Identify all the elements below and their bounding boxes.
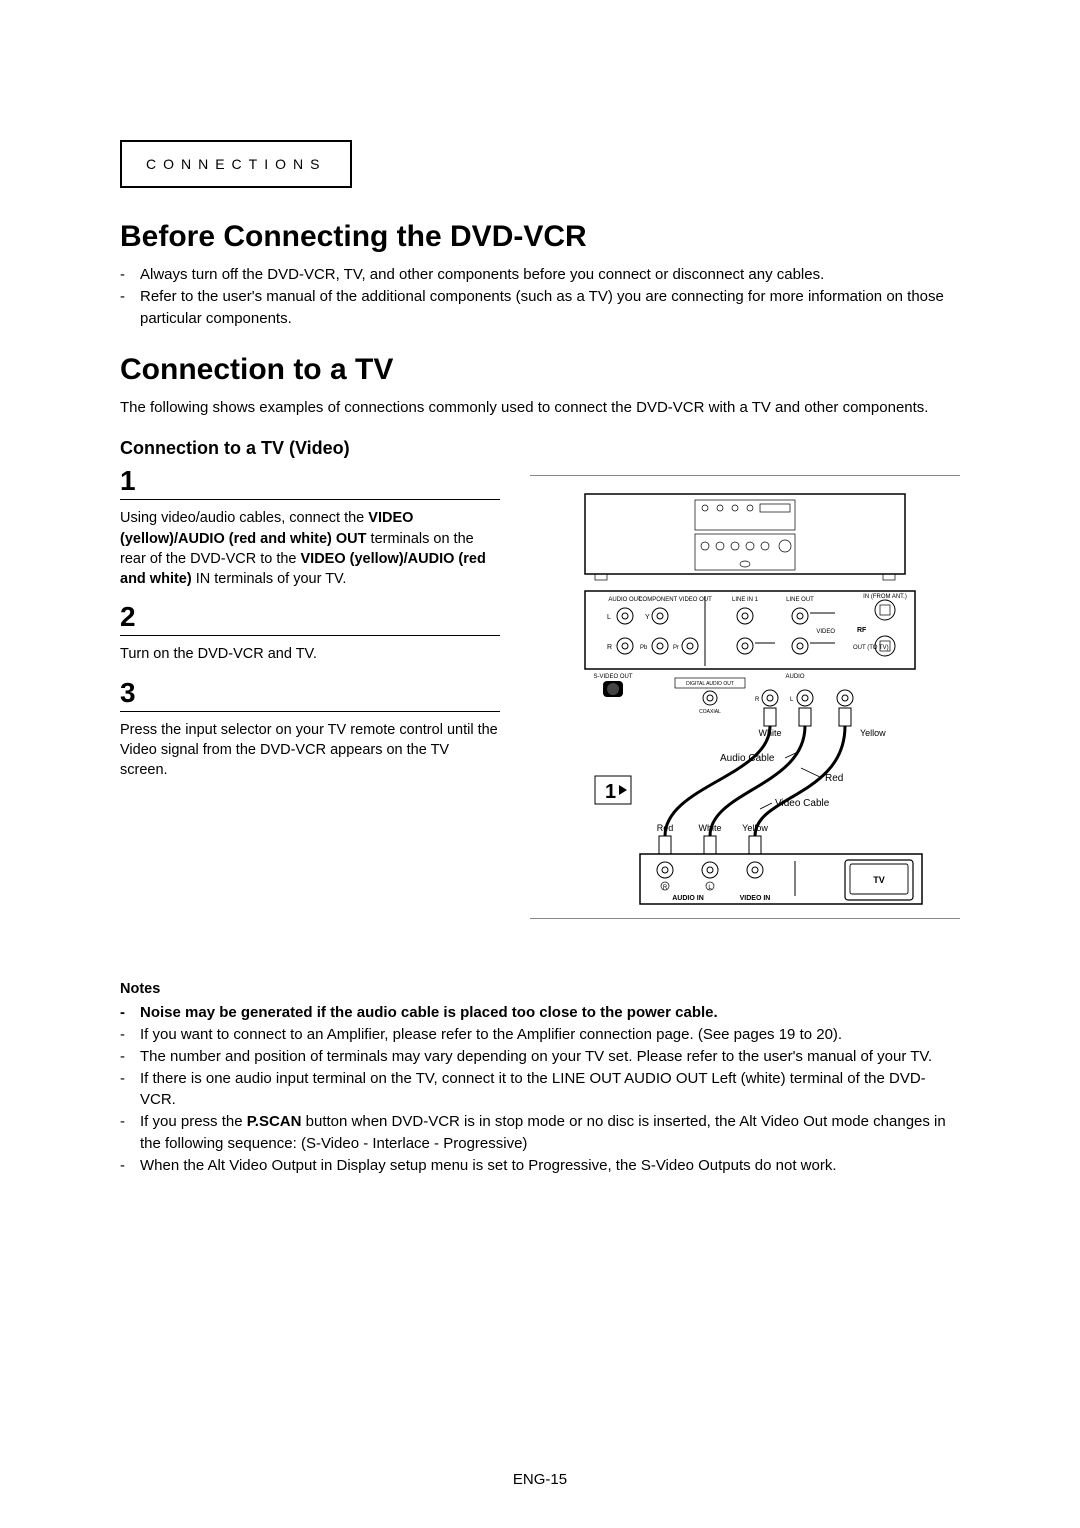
bullet-row: - Refer to the user's manual of the addi… bbox=[120, 286, 960, 330]
step-text: Using video/audio cables, connect the VI… bbox=[120, 508, 500, 589]
section-label-box: CONNECTIONS bbox=[120, 140, 352, 188]
bullet-dash: - bbox=[120, 264, 140, 286]
diagram-column: AUDIO OUT COMPONENT VIDEO OUT LINE IN 1 … bbox=[530, 465, 960, 919]
svg-text:L: L bbox=[607, 614, 611, 621]
connection-intro: The following shows examples of connecti… bbox=[120, 397, 960, 418]
svg-text:R: R bbox=[663, 885, 668, 891]
svg-text:Pr: Pr bbox=[673, 645, 679, 651]
heading-before-connecting: Before Connecting the DVD-VCR bbox=[120, 220, 960, 254]
note-row: - If you want to connect to an Amplifier… bbox=[120, 1024, 960, 1046]
note-row: - Noise may be generated if the audio ca… bbox=[120, 1002, 960, 1024]
text-segment: Using video/audio cables, connect the bbox=[120, 510, 368, 526]
svg-text:L: L bbox=[790, 697, 794, 703]
svg-text:1: 1 bbox=[605, 781, 616, 803]
svg-text:COMPONENT VIDEO OUT: COMPONENT VIDEO OUT bbox=[638, 597, 712, 603]
step-2: 2 Turn on the DVD-VCR and TV. bbox=[120, 601, 500, 664]
note-text: If you want to connect to an Amplifier, … bbox=[140, 1024, 842, 1046]
bullet-dash: - bbox=[120, 1068, 140, 1112]
text-segment: If you press the bbox=[140, 1113, 247, 1130]
bullet-dash: - bbox=[120, 1024, 140, 1046]
note-text: If you press the P.SCAN button when DVD-… bbox=[140, 1111, 960, 1155]
svg-text:Red: Red bbox=[657, 823, 674, 833]
svg-text:Yellow: Yellow bbox=[860, 728, 886, 738]
svg-text:TV: TV bbox=[873, 875, 885, 885]
svg-text:VIDEO IN: VIDEO IN bbox=[740, 895, 771, 902]
note-text: If there is one audio input terminal on … bbox=[140, 1068, 960, 1112]
svg-text:DIGITAL AUDIO OUT: DIGITAL AUDIO OUT bbox=[686, 681, 734, 687]
steps-column: 1 Using video/audio cables, connect the … bbox=[120, 465, 500, 919]
svg-text:Y: Y bbox=[645, 614, 650, 621]
note-row: - When the Alt Video Output in Display s… bbox=[120, 1155, 960, 1177]
svg-text:AUDIO: AUDIO bbox=[785, 674, 804, 680]
svg-text:White: White bbox=[698, 823, 721, 833]
bullet-dash: - bbox=[120, 1155, 140, 1177]
note-text: When the Alt Video Output in Display set… bbox=[140, 1155, 837, 1177]
notes-title: Notes bbox=[120, 979, 960, 1000]
svg-text:RF: RF bbox=[857, 627, 867, 634]
notes-block: Notes - Noise may be generated if the au… bbox=[120, 979, 960, 1176]
heading-connection: Connection to a TV bbox=[120, 353, 960, 387]
svg-text:R: R bbox=[607, 644, 612, 651]
connection-diagram: AUDIO OUT COMPONENT VIDEO OUT LINE IN 1 … bbox=[545, 486, 945, 906]
step-1: 1 Using video/audio cables, connect the … bbox=[120, 465, 500, 589]
svg-text:AUDIO IN: AUDIO IN bbox=[672, 895, 704, 902]
note-text-bold: Noise may be generated if the audio cabl… bbox=[140, 1002, 718, 1024]
section-label: CONNECTIONS bbox=[146, 156, 326, 172]
step-3: 3 Press the input selector on your TV re… bbox=[120, 677, 500, 781]
svg-text:LINE IN 1: LINE IN 1 bbox=[732, 597, 759, 603]
svg-text:IN (FROM ANT.): IN (FROM ANT.) bbox=[863, 594, 907, 600]
svg-text:Audio Cable: Audio Cable bbox=[720, 753, 775, 764]
bullet-text: Always turn off the DVD-VCR, TV, and oth… bbox=[140, 264, 824, 286]
bullet-dash: - bbox=[120, 1046, 140, 1068]
svg-text:R: R bbox=[755, 697, 760, 703]
svg-text:COAXIAL: COAXIAL bbox=[699, 709, 721, 715]
note-text: The number and position of terminals may… bbox=[140, 1046, 932, 1068]
note-row: - If there is one audio input terminal o… bbox=[120, 1068, 960, 1112]
svg-text:AUDIO OUT: AUDIO OUT bbox=[608, 597, 642, 603]
note-row: - The number and position of terminals m… bbox=[120, 1046, 960, 1068]
svg-text:Red: Red bbox=[825, 773, 843, 784]
content-row: 1 Using video/audio cables, connect the … bbox=[120, 465, 960, 919]
bullet-dash: - bbox=[120, 286, 140, 330]
subheading-video: Connection to a TV (Video) bbox=[120, 438, 960, 459]
svg-text:S-VIDEO OUT: S-VIDEO OUT bbox=[593, 674, 632, 680]
svg-text:Video Cable: Video Cable bbox=[775, 798, 830, 809]
svg-text:LINE OUT: LINE OUT bbox=[786, 597, 814, 603]
svg-text:OUT (TO TV): OUT (TO TV) bbox=[853, 645, 889, 651]
step-number: 3 bbox=[120, 677, 500, 712]
bullet-dash: - bbox=[120, 1111, 140, 1155]
note-row: - If you press the P.SCAN button when DV… bbox=[120, 1111, 960, 1155]
step-text: Press the input selector on your TV remo… bbox=[120, 720, 500, 781]
step-number: 1 bbox=[120, 465, 500, 500]
svg-text:VIDEO: VIDEO bbox=[816, 629, 835, 635]
svg-text:Pb: Pb bbox=[640, 645, 648, 651]
bullet-text: Refer to the user's manual of the additi… bbox=[140, 286, 960, 330]
page: CONNECTIONS Before Connecting the DVD-VC… bbox=[0, 0, 1080, 1528]
bullet-row: - Always turn off the DVD-VCR, TV, and o… bbox=[120, 264, 960, 286]
notes-list: - Noise may be generated if the audio ca… bbox=[120, 1002, 960, 1176]
svg-text:Yellow: Yellow bbox=[742, 823, 768, 833]
step-text: Turn on the DVD-VCR and TV. bbox=[120, 644, 500, 664]
svg-text:L: L bbox=[708, 885, 712, 891]
page-number: ENG-15 bbox=[0, 1471, 1080, 1488]
text-segment: IN terminals of your TV. bbox=[192, 571, 347, 587]
step-number: 2 bbox=[120, 601, 500, 636]
text-bold: P.SCAN bbox=[247, 1113, 302, 1130]
bullet-dash: - bbox=[120, 1002, 140, 1024]
before-bullet-list: - Always turn off the DVD-VCR, TV, and o… bbox=[120, 264, 960, 329]
diagram-box: AUDIO OUT COMPONENT VIDEO OUT LINE IN 1 … bbox=[530, 475, 960, 919]
